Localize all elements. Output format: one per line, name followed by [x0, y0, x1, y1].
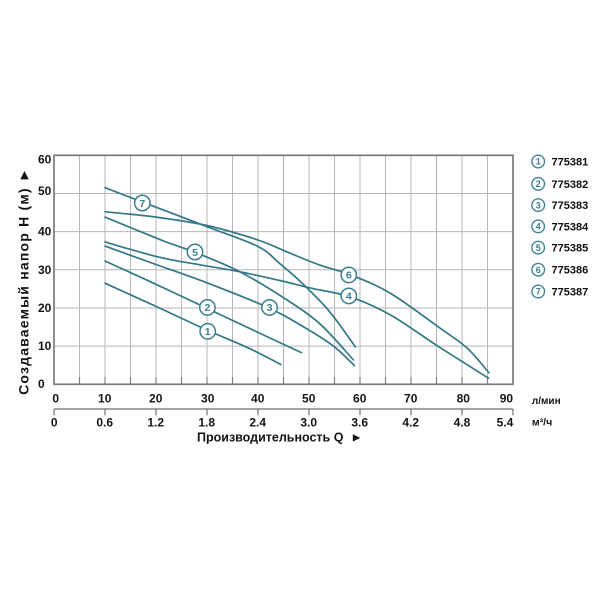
svg-text:1: 1	[205, 326, 211, 338]
svg-text:0: 0	[52, 392, 59, 406]
svg-text:7: 7	[536, 287, 541, 297]
svg-text:Создаваемый напор Н (м) ►: Создаваемый напор Н (м) ►	[16, 167, 32, 395]
svg-text:50: 50	[302, 392, 316, 406]
svg-text:775381: 775381	[552, 156, 589, 168]
svg-text:1.8: 1.8	[198, 416, 215, 430]
svg-text:20: 20	[149, 392, 163, 406]
svg-text:2.4: 2.4	[249, 416, 266, 430]
svg-text:50: 50	[38, 184, 52, 198]
svg-text:10: 10	[98, 392, 112, 406]
svg-text:0: 0	[38, 377, 45, 391]
svg-text:2: 2	[536, 179, 541, 189]
svg-text:3.6: 3.6	[351, 416, 368, 430]
svg-text:4.2: 4.2	[402, 416, 419, 430]
svg-text:4: 4	[346, 291, 352, 303]
svg-text:л/мин: л/мин	[532, 396, 561, 407]
svg-text:30: 30	[38, 263, 52, 277]
svg-text:4.8: 4.8	[454, 416, 471, 430]
svg-text:м³/ч: м³/ч	[532, 417, 552, 429]
svg-text:90: 90	[500, 392, 514, 406]
svg-text:3.0: 3.0	[300, 416, 317, 430]
svg-text:70: 70	[404, 392, 418, 406]
svg-text:775383: 775383	[552, 200, 589, 212]
svg-text:775382: 775382	[552, 179, 589, 191]
svg-text:3: 3	[267, 302, 273, 314]
svg-text:2: 2	[204, 302, 210, 314]
svg-text:6: 6	[536, 265, 541, 275]
svg-text:775387: 775387	[552, 286, 589, 298]
svg-text:20: 20	[38, 301, 52, 315]
svg-text:775386: 775386	[552, 265, 589, 277]
svg-text:60: 60	[38, 153, 52, 167]
svg-text:5: 5	[192, 247, 198, 259]
svg-text:0: 0	[51, 416, 58, 430]
svg-text:3: 3	[536, 200, 541, 210]
svg-text:775385: 775385	[552, 243, 589, 255]
svg-text:40: 40	[38, 225, 52, 239]
svg-text:4: 4	[536, 222, 541, 232]
svg-text:Производительность Q ►: Производительность Q ►	[197, 430, 363, 444]
svg-text:40: 40	[251, 392, 265, 406]
svg-text:10: 10	[38, 339, 52, 353]
svg-text:1.2: 1.2	[147, 416, 164, 430]
svg-text:80: 80	[457, 392, 471, 406]
svg-text:6: 6	[346, 270, 352, 282]
svg-text:1: 1	[536, 157, 541, 167]
svg-text:775384: 775384	[552, 221, 590, 233]
svg-text:60: 60	[353, 392, 367, 406]
svg-text:5.4: 5.4	[497, 416, 514, 430]
svg-text:7: 7	[139, 198, 145, 210]
svg-text:5: 5	[536, 243, 541, 253]
svg-text:30: 30	[201, 392, 215, 406]
svg-text:0.6: 0.6	[96, 416, 113, 430]
